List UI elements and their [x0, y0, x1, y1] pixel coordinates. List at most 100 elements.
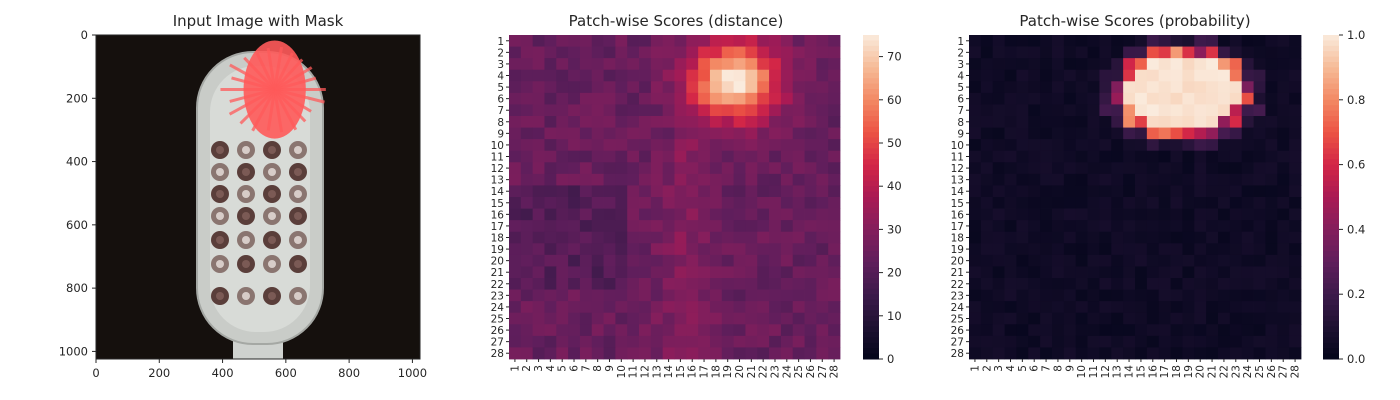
heatmap-cell: [579, 312, 593, 325]
colorbar-segment: [863, 186, 879, 193]
heatmap-cell: [1075, 35, 1088, 47]
heatmap-cell: [1123, 347, 1136, 360]
x-tick-label: 6: [569, 365, 581, 372]
heatmap-cell: [615, 35, 628, 47]
colorbar-segment: [1323, 51, 1339, 58]
heatmap-cell: [1028, 208, 1041, 221]
heatmap-cell: [1063, 173, 1077, 186]
y-tick-label: 10: [951, 140, 964, 152]
heatmap-cell: [1277, 243, 1290, 256]
heatmap-cell: [1253, 347, 1266, 360]
y-tick-label: 15: [491, 198, 504, 210]
heatmap-cell: [1040, 35, 1053, 47]
heatmap-cell: [1016, 347, 1029, 360]
heatmap-cell: [992, 69, 1005, 82]
heatmap-cell: [532, 220, 545, 233]
heatmap-cell: [1087, 220, 1100, 233]
x-tick-label: 8: [1052, 365, 1064, 372]
bristle-tuft-center: [294, 146, 302, 154]
heatmap-cell: [568, 289, 581, 302]
heatmap-cell: [1052, 266, 1065, 279]
heatmap-cell: [698, 347, 711, 360]
heatmap-cell: [1123, 104, 1136, 117]
heatmap-cell: [828, 254, 841, 267]
heatmap-cell: [1052, 127, 1065, 140]
heatmap-cell: [992, 347, 1005, 360]
panel2-title: Patch-wise Scores (distance): [569, 12, 784, 30]
heatmap-cell: [650, 104, 664, 117]
bristle-tuft-center: [268, 212, 276, 220]
heatmap-cell: [1229, 220, 1243, 233]
x-tick-label: 400: [212, 366, 234, 380]
heatmap-cell: [662, 197, 675, 209]
heatmap-cell: [639, 150, 652, 163]
heatmap-cell: [1146, 254, 1160, 267]
heatmap-cell: [1052, 254, 1065, 267]
heatmap-cell: [544, 116, 557, 128]
heatmap-cell: [733, 35, 746, 47]
heatmap-cell: [1087, 69, 1100, 82]
x-tick-label: 7: [1041, 365, 1053, 372]
heatmap-cell: [1075, 301, 1088, 314]
heatmap-cell: [969, 231, 982, 244]
heatmap-cell: [698, 289, 711, 302]
heatmap-cell: [1253, 46, 1266, 59]
heatmap-cell: [603, 266, 616, 279]
heatmap-cell: [1289, 278, 1302, 290]
heatmap-cell: [1016, 266, 1029, 279]
heatmap-cell: [1146, 347, 1160, 360]
heatmap-cell: [1146, 162, 1160, 175]
heatmap-cell: [1111, 116, 1124, 128]
heatmap-cell: [603, 289, 616, 302]
heatmap-cell: [686, 116, 699, 128]
heatmap-cell: [1265, 243, 1278, 256]
x-tick-label: 1: [509, 365, 521, 372]
heatmap-cell: [662, 127, 675, 140]
heatmap-cell: [544, 324, 557, 337]
heatmap-cell: [792, 324, 805, 337]
heatmap-cell: [1111, 35, 1124, 47]
heatmap-cell: [1229, 127, 1243, 140]
heatmap-cell: [591, 301, 604, 314]
heatmap-cell: [698, 35, 711, 47]
heatmap-cell: [709, 92, 723, 105]
heatmap-cell: [1146, 278, 1160, 290]
heatmap-cell: [769, 127, 782, 140]
heatmap-cell: [992, 58, 1005, 71]
heatmap-cell: [792, 254, 805, 267]
heatmap-cell: [579, 150, 593, 163]
heatmap-cell: [1016, 104, 1029, 117]
heatmap-cell: [615, 116, 628, 128]
heatmap-cell: [721, 312, 735, 325]
heatmap-cell: [828, 289, 841, 302]
heatmap-cell: [745, 266, 758, 279]
heatmap-cell: [1087, 289, 1100, 302]
heatmap-cell: [639, 231, 652, 244]
heatmap-cell: [627, 185, 640, 198]
heatmap-cell: [1135, 324, 1148, 337]
heatmap-cell: [709, 173, 723, 186]
x-tick-label: 4: [545, 365, 557, 372]
heatmap-cell: [816, 58, 829, 71]
y-tick-label: 10: [491, 140, 504, 152]
heatmap-cell: [745, 347, 758, 360]
y-tick-label: 9: [957, 128, 964, 140]
heatmap-cell: [1194, 35, 1207, 47]
heatmap-cell: [992, 162, 1005, 175]
heatmap-cell: [816, 278, 829, 290]
heatmap-cell: [1111, 81, 1124, 94]
heatmap-cell: [1206, 231, 1219, 244]
heatmap-cell: [757, 208, 770, 221]
heatmap-cell: [520, 92, 534, 105]
heatmap-cell: [780, 150, 794, 163]
heatmap-cell: [1146, 185, 1160, 198]
heatmap-cell: [769, 312, 782, 325]
heatmap-cell: [804, 69, 817, 82]
heatmap-cell: [1063, 335, 1077, 348]
heatmap-cell: [1229, 162, 1243, 175]
heatmap-cell: [1004, 162, 1017, 175]
x-tick-label: 10: [616, 365, 628, 378]
heatmap-cell: [1016, 231, 1029, 244]
heatmap-cell: [828, 150, 841, 163]
heatmap-cell: [1087, 266, 1100, 279]
